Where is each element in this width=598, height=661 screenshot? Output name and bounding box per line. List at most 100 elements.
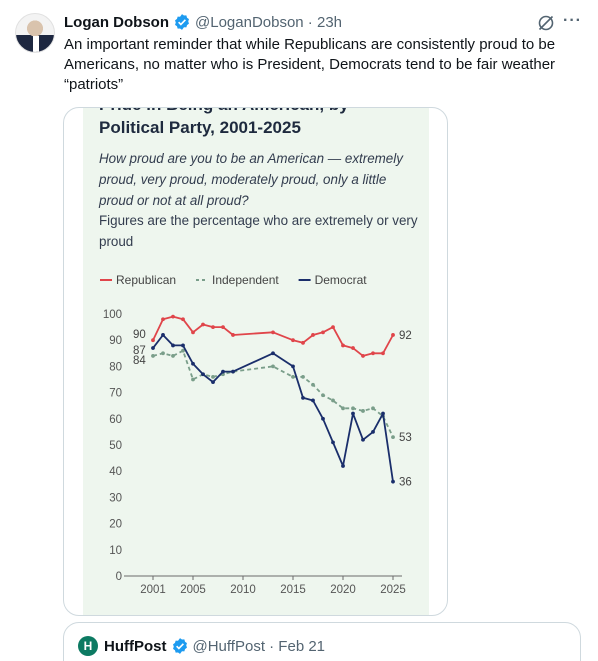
data-point-democrat xyxy=(321,416,325,421)
data-point-republican xyxy=(301,340,305,345)
data-point-democrat xyxy=(221,369,225,374)
data-label: 92 xyxy=(399,330,412,342)
series-line-democrat xyxy=(152,334,394,482)
data-point-democrat xyxy=(211,380,215,385)
legend-label: Republican xyxy=(116,273,176,287)
data-point-democrat xyxy=(151,346,155,350)
data-point-democrat xyxy=(181,343,185,348)
data-label: 90 xyxy=(133,329,146,341)
data-point-independent xyxy=(181,348,185,353)
data-point-republican xyxy=(221,325,225,329)
data-label: 53 xyxy=(399,432,412,444)
data-point-republican xyxy=(371,351,375,356)
data-point-democrat xyxy=(341,464,345,468)
quoted-tweet[interactable]: H HuffPost @HuffPost · Feb 21 xyxy=(63,622,581,661)
data-point-democrat xyxy=(301,395,305,400)
chart-subtitle: How proud are you to be an American — ex… xyxy=(99,151,403,208)
data-point-republican xyxy=(151,338,155,343)
data-point-independent xyxy=(211,374,215,379)
data-point-republican xyxy=(361,354,365,358)
data-point-republican xyxy=(381,351,385,356)
data-point-independent xyxy=(171,354,175,358)
legend-label: Democrat xyxy=(315,273,368,287)
chart-note: Figures are the percentage who are extre… xyxy=(99,213,418,249)
data-point-democrat xyxy=(361,437,365,442)
data-point-democrat xyxy=(191,361,195,366)
y-tick-label: 20 xyxy=(109,519,122,531)
y-tick-label: 90 xyxy=(109,335,122,347)
data-point-independent xyxy=(391,435,395,440)
data-point-democrat xyxy=(201,372,205,377)
data-point-independent xyxy=(341,406,345,411)
y-tick-label: 0 xyxy=(116,571,122,583)
author-name[interactable]: Logan Dobson xyxy=(64,13,169,31)
y-tick-label: 80 xyxy=(109,361,122,373)
data-point-republican xyxy=(211,325,215,329)
data-point-independent xyxy=(311,382,315,387)
y-tick-label: 10 xyxy=(109,545,122,557)
data-point-independent xyxy=(351,406,355,411)
x-tick-label: 2025 xyxy=(380,584,406,596)
data-point-independent xyxy=(291,374,295,379)
author-avatar[interactable] xyxy=(15,13,55,53)
x-tick-label: 2010 xyxy=(230,584,256,596)
handle-and-time[interactable]: @LoganDobson · 23h xyxy=(195,13,342,31)
data-point-democrat xyxy=(291,364,295,369)
tweet-media-chart[interactable]: Pride in Being an American, by Political… xyxy=(63,107,448,616)
chart-title-cut-line: Pride in Being an American, by xyxy=(99,108,349,115)
data-point-republican xyxy=(341,343,345,348)
data-point-independent xyxy=(371,406,375,411)
legend-label: Independent xyxy=(212,273,279,287)
data-point-republican xyxy=(161,317,165,322)
data-point-independent xyxy=(331,398,335,403)
data-point-democrat xyxy=(381,411,385,416)
verified-badge-icon xyxy=(175,14,189,30)
y-tick-label: 40 xyxy=(109,466,122,478)
x-tick-label: 2001 xyxy=(140,584,166,596)
y-tick-label: 60 xyxy=(109,414,122,426)
data-point-democrat xyxy=(271,351,275,356)
data-point-independent xyxy=(191,377,195,382)
more-icon[interactable]: ··· xyxy=(563,12,582,29)
data-label: 84 xyxy=(133,355,146,367)
tweet-header: Logan Dobson @LoganDobson · 23h xyxy=(64,12,342,32)
y-tick-label: 30 xyxy=(109,492,122,504)
data-point-independent xyxy=(361,409,365,413)
grok-icon[interactable] xyxy=(536,13,556,33)
y-tick-label: 50 xyxy=(109,440,122,452)
huffpost-logo-icon: H xyxy=(78,636,98,656)
data-point-democrat xyxy=(171,343,175,348)
data-point-democrat xyxy=(331,440,335,445)
data-point-republican xyxy=(351,346,355,350)
data-point-republican xyxy=(311,333,315,337)
quoted-handle-and-time[interactable]: @HuffPost · Feb 21 xyxy=(192,637,326,655)
tweet-text: An important reminder that while Republi… xyxy=(64,36,556,93)
data-point-democrat xyxy=(311,398,315,403)
data-point-republican xyxy=(331,325,335,329)
data-point-republican xyxy=(171,314,175,319)
quoted-author-name[interactable]: HuffPost xyxy=(104,637,167,655)
series-line-independent xyxy=(152,349,394,438)
data-point-republican xyxy=(191,330,195,335)
data-point-democrat xyxy=(161,333,165,337)
data-point-independent xyxy=(301,374,305,379)
data-point-republican xyxy=(231,333,235,337)
x-tick-label: 2005 xyxy=(180,584,206,596)
x-tick-label: 2015 xyxy=(280,584,306,596)
data-point-republican xyxy=(271,330,275,335)
data-point-republican xyxy=(391,333,395,337)
y-tick-label: 70 xyxy=(109,388,122,400)
y-tick-label: 100 xyxy=(103,309,122,321)
data-point-independent xyxy=(151,354,155,358)
data-label: 87 xyxy=(133,345,146,357)
data-point-democrat xyxy=(231,369,235,374)
chart-title: Political Party, 2001-2025 xyxy=(99,118,301,137)
quoted-tweet-header: HuffPost @HuffPost · Feb 21 xyxy=(104,637,325,655)
data-point-democrat xyxy=(351,411,355,416)
data-label: 36 xyxy=(399,477,412,489)
series-line-republican xyxy=(152,315,394,357)
data-point-republican xyxy=(181,317,185,322)
data-point-republican xyxy=(291,338,295,343)
line-chart: 0 10 20 30 40 50 60 70 80 90 100 2001 2005 2010 2015 20… xyxy=(100,273,412,596)
data-point-democrat xyxy=(391,479,395,484)
